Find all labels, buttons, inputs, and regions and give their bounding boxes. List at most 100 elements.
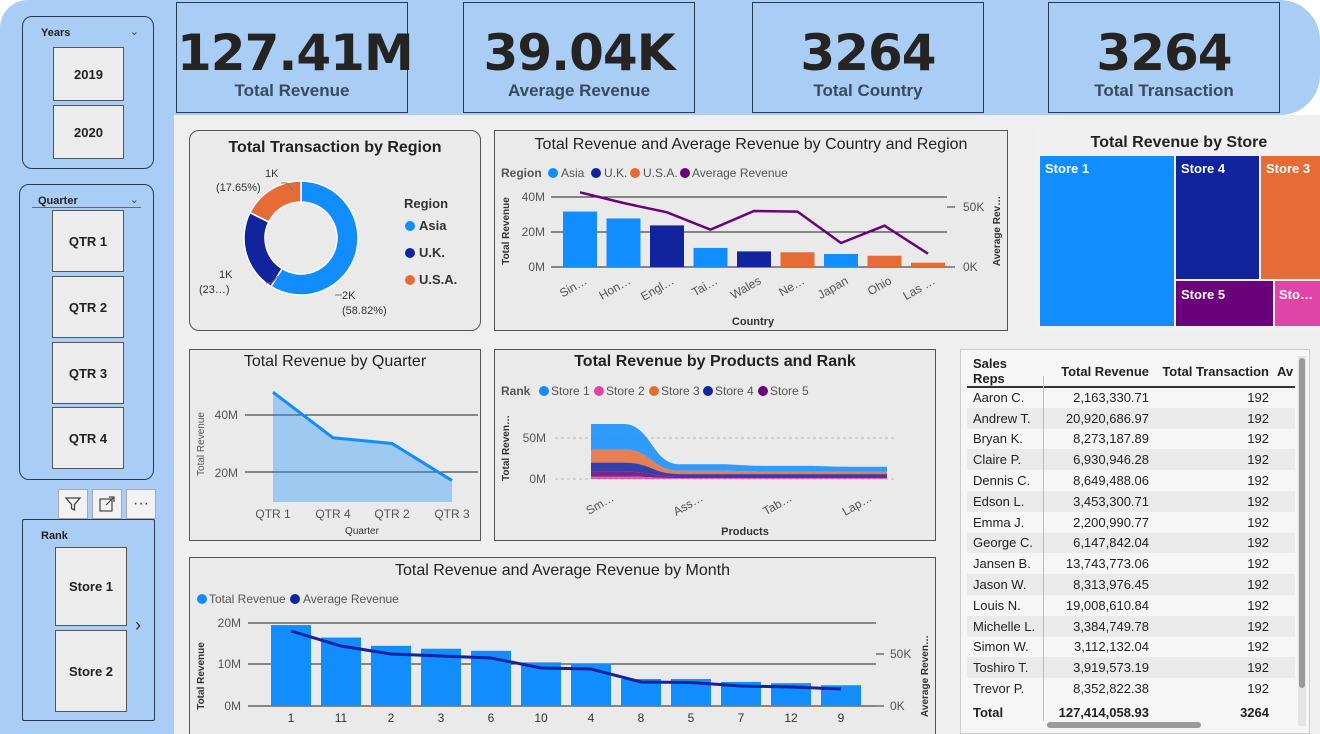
slicer-option-2019[interactable]: 2019 (53, 47, 124, 101)
table-row[interactable]: Aaron C. 2,163,330.71 192 (967, 387, 1296, 408)
bar (737, 251, 771, 267)
x-tick: Ohio (865, 273, 894, 298)
x-axis-label: Quarter (345, 526, 380, 537)
table-row[interactable]: Dennis C. 8,649,488.06 192 (967, 470, 1296, 491)
quarter-chart-card[interactable]: Total Revenue by Quarter Total Revenue 4… (189, 349, 481, 541)
table-row[interactable]: Claire P. 6,930,946.28 192 (967, 449, 1296, 471)
legend-item[interactable]: Average Revenue (692, 166, 788, 180)
table-row[interactable]: Michelle L. 3,384,749.78 192 (967, 615, 1296, 637)
treemap-tile-store4[interactable]: Store 4 (1176, 156, 1259, 279)
legend-item: Store 1 (551, 384, 590, 398)
kpi-value: 3264 (1096, 24, 1232, 82)
legend-marker (539, 386, 549, 396)
rep-name-cell: Emma J. (973, 514, 1025, 530)
column-header[interactable]: Total Revenue (1061, 363, 1149, 379)
table-row[interactable]: Jason W. 8,313,976.45 192 (967, 574, 1296, 595)
tile-label: Store 1 (1045, 161, 1090, 176)
y-tick: 20M (218, 616, 241, 630)
transaction-cell: 192 (1247, 493, 1269, 509)
bar (867, 255, 902, 267)
kpi-label: Total Transaction (1094, 81, 1234, 100)
transaction-cell: 192 (1247, 390, 1269, 406)
legend-item[interactable]: U.K. (419, 245, 445, 260)
x-tick: QTR 4 (315, 507, 351, 521)
table-row[interactable]: Emma J. 2,200,990.77 192 (967, 511, 1296, 533)
legend-item[interactable]: Average Revenue (303, 592, 399, 606)
rep-name-cell: Toshiro T. (973, 660, 1029, 676)
bar (911, 262, 945, 267)
slicer-option-store2[interactable]: Store 2 (55, 630, 127, 712)
treemap-card[interactable]: Total Revenue by Store Store 1 Store 4 S… (1034, 128, 1320, 331)
focus-mode-icon[interactable] (92, 489, 122, 519)
table-row[interactable]: George C. 6,147,842.04 192 (967, 532, 1296, 554)
table-row[interactable]: Louis N. 19,008,610.84 192 (967, 594, 1296, 616)
overflow-cell (1275, 574, 1295, 595)
slicer-option-qtr1[interactable]: QTR 1 (52, 210, 124, 272)
treemap-tile-store2[interactable]: Sto… (1275, 281, 1320, 326)
transaction-cell: 192 (1247, 556, 1269, 572)
chart-title: Total Revenue by Products and Rank (574, 353, 856, 370)
bar (824, 254, 858, 267)
slicer-option-2020[interactable]: 2020 (53, 105, 124, 159)
column-header[interactable]: Total Transaction (1162, 363, 1269, 379)
chevron-right-icon[interactable]: › (135, 615, 141, 635)
legend-item[interactable]: Asia (419, 218, 447, 233)
legend-item: Store 5 (770, 384, 809, 398)
more-options-icon[interactable]: ··· (126, 489, 156, 519)
treemap-tile-store3[interactable]: Store 3 (1261, 156, 1320, 279)
month-combo-chart: Total Revenue Average Revenue Total Reve… (196, 592, 931, 725)
donut-chart: 1K (17.65%) 1K (23…) 2K (58.82%) Region … (199, 168, 457, 317)
legend-item[interactable]: Total Revenue (209, 592, 286, 606)
table-row[interactable]: Andrew T. 20,920,686.97 192 (967, 407, 1296, 429)
legend-item[interactable]: U.S.A. (643, 166, 678, 180)
chevron-down-icon[interactable]: ⌄ (129, 26, 139, 38)
chart-title: Total Revenue and Average Revenue by Cou… (534, 136, 968, 153)
treemap-tile-store1[interactable]: Store 1 (1040, 156, 1174, 326)
legend-item[interactable]: U.S.A. (419, 272, 457, 287)
table-row[interactable]: Trevor P. 8,352,822.38 192 (967, 678, 1296, 699)
country-region-chart-card[interactable]: Total Revenue and Average Revenue by Cou… (494, 130, 1008, 331)
table-row[interactable]: Simon W. 3,112,132.04 192 (967, 636, 1296, 658)
scrollbar-thumb[interactable] (1299, 358, 1305, 688)
slicer-option-store1[interactable]: Store 1 (55, 547, 127, 626)
table-row[interactable]: Jansen B. 13,743,773.06 192 (967, 553, 1296, 575)
chart-title: Total Transaction by Region (228, 139, 442, 156)
legend-marker-average-revenue (290, 594, 300, 604)
table-row[interactable]: Edson L. 3,453,300.71 192 (967, 490, 1296, 512)
horizontal-scrollbar[interactable] (1047, 722, 1201, 728)
sales-reps-table-card[interactable]: Sales Reps Total Revenue Total Transacti… (960, 349, 1310, 734)
table-row[interactable]: Toshiro T. 3,919,573.19 192 (967, 657, 1296, 679)
overflow-cell (1275, 387, 1295, 408)
slicer-option-qtr4[interactable]: QTR 4 (52, 407, 124, 469)
tile-label: Store 3 (1266, 161, 1311, 176)
bar (271, 625, 311, 706)
x-tick: Ass… (671, 490, 706, 518)
legend-item[interactable]: U.K. (604, 166, 627, 180)
transaction-cell: 192 (1247, 410, 1269, 426)
treemap-tile-store5[interactable]: Store 5 (1176, 281, 1273, 326)
donut-chart-card[interactable]: Total Transaction by Region 1K (17.65%) … (189, 130, 481, 331)
area-line (272, 391, 453, 482)
y2-tick: 0K (890, 699, 905, 713)
revenue-cell: 3,384,749.78 (1073, 618, 1149, 634)
revenue-cell: 19,008,610.84 (1065, 597, 1149, 613)
legend-item[interactable]: Asia (561, 166, 585, 180)
products-chart-card[interactable]: Total Revenue by Products and Rank Rank … (494, 349, 936, 541)
x-tick: Hon… (597, 273, 633, 302)
table-row[interactable]: Bryan K. 8,273,187.89 192 (967, 428, 1296, 450)
legend-marker-asia (548, 168, 558, 178)
slicer-option-qtr3[interactable]: QTR 3 (52, 342, 124, 404)
y-tick: 40M (522, 190, 545, 204)
column-header[interactable]: Av (1277, 363, 1294, 379)
rep-name-cell: Bryan K. (973, 431, 1023, 447)
column-header[interactable]: Sales Reps (973, 356, 1007, 386)
revenue-cell: 3,919,573.19 (1073, 660, 1149, 676)
filter-icon[interactable] (58, 489, 88, 519)
revenue-cell: 3,112,132.04 (1074, 639, 1149, 655)
month-chart-card[interactable]: Total Revenue and Average Revenue by Mon… (189, 557, 936, 734)
rep-name-cell: Michelle L. (973, 618, 1036, 634)
slicer-option-qtr2[interactable]: QTR 2 (52, 276, 124, 338)
vertical-scrollbar[interactable] (1298, 356, 1306, 726)
sales-reps-table: Sales Reps Total Revenue Total Transacti… (967, 356, 1296, 726)
chevron-down-icon[interactable]: ⌄ (129, 194, 139, 206)
